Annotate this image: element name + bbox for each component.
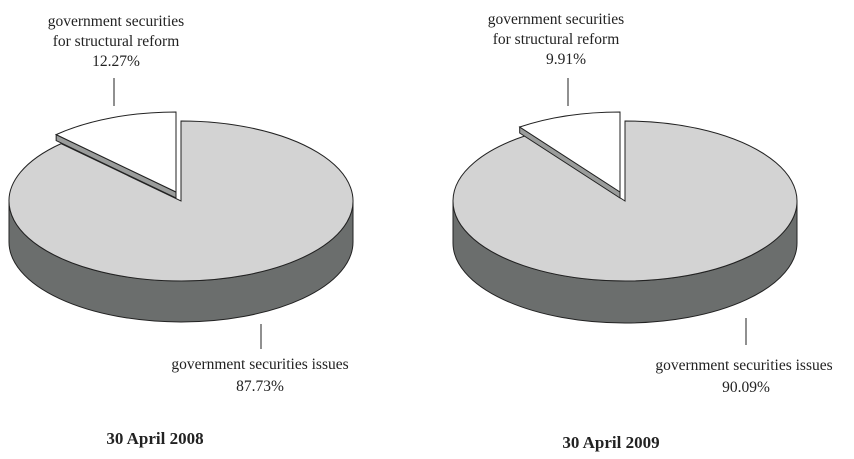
slice-label-2008-issues: government securities issues — [171, 356, 348, 373]
pie-2009-slice-issues — [452, 120, 798, 282]
pie-chart-2009: government securities for structural ref… — [452, 11, 833, 452]
slice-value-2008-reform: 12.27% — [92, 53, 140, 70]
slice-label-2009-issues: government securities issues — [655, 357, 832, 374]
slice-label-2009-reform-line1: government securities — [488, 11, 624, 28]
chart-title-2009: 30 April 2009 — [562, 433, 659, 452]
chart-title-2008: 30 April 2008 — [106, 429, 203, 448]
slice-value-2009-reform: 9.91% — [546, 51, 586, 68]
slice-label-2009-reform-line2: for structural reform — [493, 31, 620, 48]
pie-2009-slice-reform — [518, 111, 621, 193]
pie-2008-slice-reform — [54, 111, 177, 193]
slice-label-2008-reform-line2: for structural reform — [53, 33, 180, 50]
slice-label-2008-reform-line1: government securities — [48, 13, 184, 30]
pie-2009-graphic — [452, 111, 798, 324]
slice-value-2008-issues: 87.73% — [236, 378, 284, 395]
pie-chart-2008: government securities for structural ref… — [8, 13, 354, 448]
pie-2008-slice-issues — [8, 120, 354, 282]
slice-value-2009-issues: 90.09% — [722, 379, 770, 396]
pie-2008-graphic — [8, 111, 354, 323]
